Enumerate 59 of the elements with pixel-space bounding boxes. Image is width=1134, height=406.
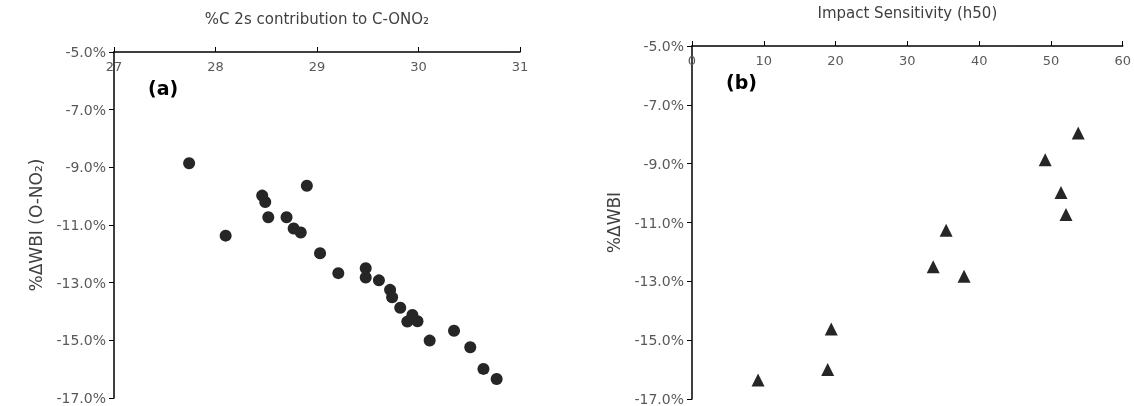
y-axis-title: %ΔWBI (O-NO₂) [25, 158, 46, 292]
y-tick-label: -9.0% [65, 159, 106, 176]
point [1054, 185, 1068, 199]
annotation: (b) [726, 70, 757, 93]
y-tick-label: -5.0% [65, 44, 106, 60]
x-tick-label: 30 [899, 53, 916, 68]
point [423, 334, 436, 347]
y-tick-label: -15.0% [634, 332, 684, 349]
point [219, 229, 232, 242]
point [314, 247, 327, 260]
point [926, 260, 940, 274]
x-axis-title: Impact Sensitivity (h50) [817, 3, 998, 22]
y-tick-label: -17.0% [56, 390, 106, 406]
point [259, 195, 272, 208]
point [386, 291, 399, 304]
point [332, 267, 345, 280]
point [464, 341, 477, 354]
point [294, 226, 307, 239]
y-axis-title: %ΔWBI [603, 191, 624, 254]
point [183, 157, 196, 170]
point [1059, 208, 1073, 222]
point [448, 324, 461, 337]
point [300, 179, 313, 192]
x-tick-label: 29 [308, 59, 326, 74]
y-tick-label: -13.0% [56, 274, 106, 291]
point [957, 269, 971, 283]
point [824, 322, 838, 336]
point [262, 211, 275, 224]
point [477, 362, 490, 375]
x-tick-label: 60 [1114, 53, 1131, 68]
x-tick-label: 30 [410, 59, 427, 74]
point [751, 373, 765, 387]
y-tick-label: -5.0% [643, 38, 684, 54]
point [280, 211, 293, 224]
point [411, 315, 424, 328]
y-tick-label: -7.0% [65, 101, 106, 118]
x-tick-label: 10 [755, 53, 773, 68]
annotation: (a) [148, 76, 179, 99]
x-tick-label: 28 [207, 59, 224, 74]
x-tick-label: 50 [1042, 53, 1060, 68]
point [359, 271, 372, 284]
y-tick-label: -9.0% [643, 155, 684, 172]
y-tick-label: -13.0% [634, 273, 684, 290]
x-tick-label: 20 [827, 53, 844, 68]
point [821, 363, 835, 377]
point [939, 223, 953, 237]
point [394, 301, 407, 314]
y-tick-label: -15.0% [56, 332, 106, 349]
point [1038, 153, 1052, 167]
y-tick-label: -11.0% [634, 214, 684, 231]
point [490, 372, 503, 385]
y-tick-label: -11.0% [56, 217, 106, 233]
x-tick-label: 40 [970, 53, 988, 68]
y-tick-label: -7.0% [643, 96, 684, 113]
x-axis-title: %C 2s contribution to C-ONO₂ [204, 9, 430, 28]
y-tick-label: -17.0% [634, 391, 684, 406]
point [1071, 126, 1085, 140]
point [372, 274, 385, 287]
x-tick-label: 31 [511, 59, 529, 74]
